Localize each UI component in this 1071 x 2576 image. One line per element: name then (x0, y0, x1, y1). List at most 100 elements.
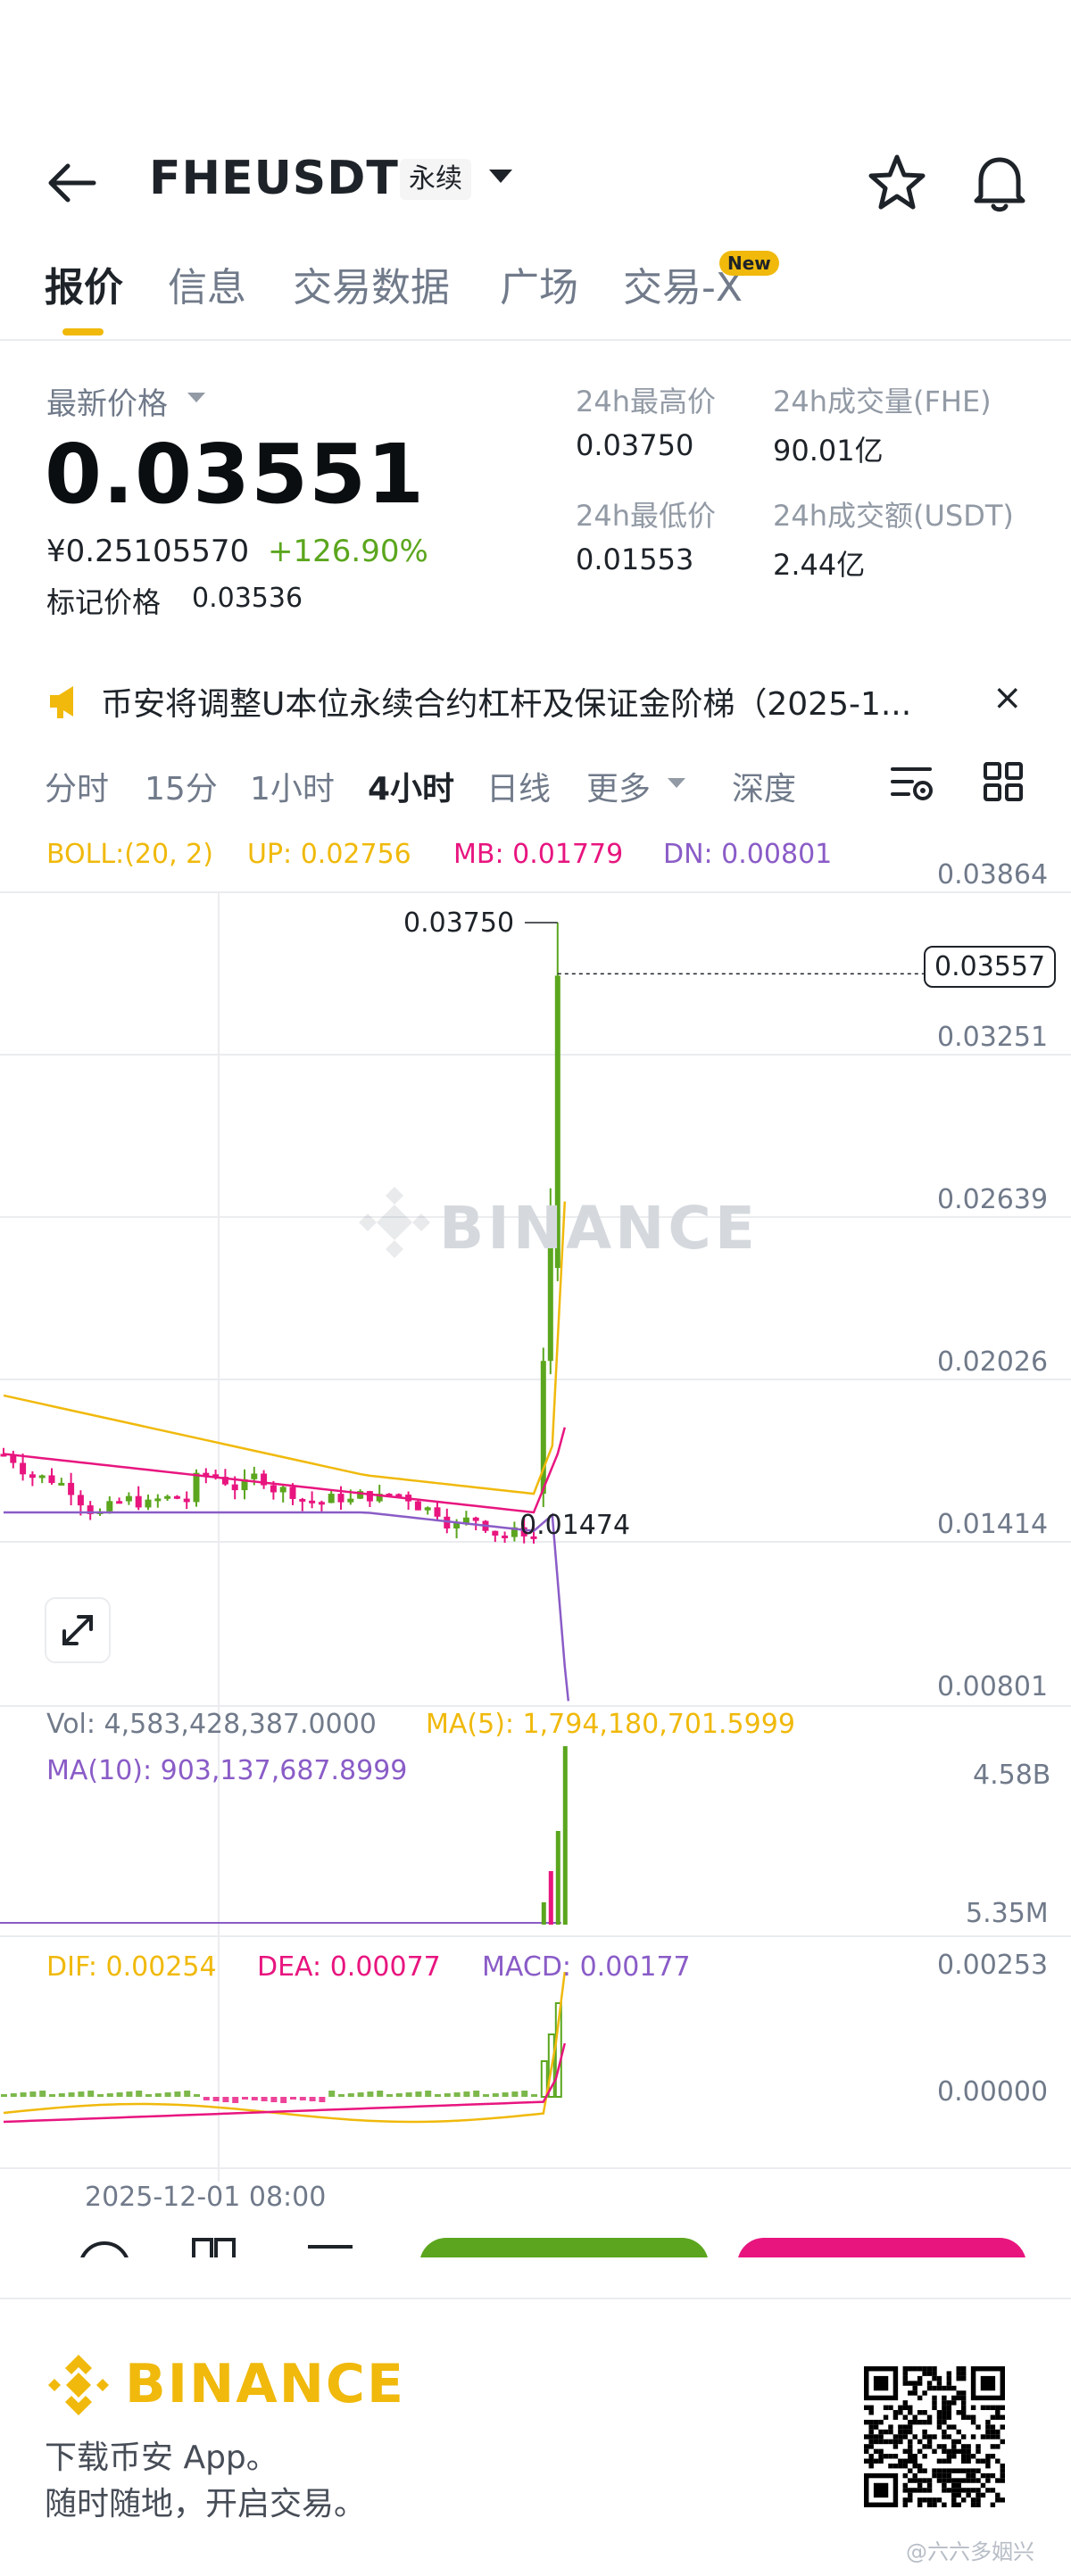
qr-module (990, 2444, 996, 2449)
macd-histogram-bar (164, 2092, 171, 2097)
qr-module (908, 2429, 913, 2435)
qr-module (902, 2502, 909, 2507)
qr-module (976, 2468, 981, 2473)
qr-module (951, 2454, 957, 2459)
macd-histogram-bar (174, 2091, 181, 2097)
macd-dea: DEA: 0.00077 (257, 1951, 441, 1983)
qr-module (878, 2434, 884, 2439)
grid-layout-icon[interactable] (982, 760, 1025, 803)
buy-button[interactable] (419, 2238, 709, 2257)
qr-module (960, 2400, 967, 2406)
qr-module (888, 2424, 893, 2430)
bell-icon[interactable] (968, 150, 1031, 214)
symbol-title[interactable]: FHEUSDT (149, 152, 399, 205)
interval-line[interactable]: 分时 (45, 771, 110, 808)
tab-quote[interactable]: 报价 (45, 265, 123, 311)
qr-module (951, 2424, 957, 2430)
watermark-text: BINANCE (439, 1194, 759, 1263)
macd-histogram-bar (145, 2094, 152, 2097)
interval-1h[interactable]: 1小时 (250, 771, 335, 808)
qr-module (985, 2434, 991, 2439)
clipped-icon[interactable] (192, 2238, 213, 2257)
qr-module (926, 2482, 933, 2489)
qr-module (908, 2478, 913, 2483)
qr-module (980, 2375, 996, 2391)
star-icon[interactable] (866, 152, 928, 214)
expand-icon (62, 1615, 93, 1645)
qr-module (883, 2414, 889, 2420)
qr-module (951, 2478, 957, 2483)
qr-module (976, 2458, 981, 2464)
macd-histogram-bar (319, 2097, 326, 2102)
candle-body (540, 1361, 546, 1495)
announcement-text[interactable]: 币安将调整U本位永续合约杠杆及保证金阶梯（2025-1... (101, 686, 912, 723)
latest-price-label[interactable]: 最新价格 (46, 386, 168, 422)
qr-module (942, 2434, 947, 2439)
qr-module (942, 2410, 947, 2415)
macd-histogram-bar (58, 2093, 65, 2097)
qr-module (912, 2434, 917, 2439)
fullscreen-button[interactable] (45, 1597, 111, 1663)
tab-square[interactable]: 广场 (500, 265, 578, 311)
interval-1d[interactable]: 日线 (486, 771, 552, 808)
qr-module (942, 2429, 947, 2435)
tab-trading-data[interactable]: 交易数据 (293, 265, 450, 311)
qr-module (960, 2410, 967, 2415)
close-icon[interactable]: × (992, 677, 1023, 718)
qr-module (946, 2488, 952, 2493)
qr-module (902, 2371, 909, 2376)
qr-module (990, 2429, 996, 2435)
tab-trade-x[interactable]: 交易-X (623, 265, 743, 311)
indicator-settings-icon[interactable] (889, 760, 935, 807)
back-arrow-icon[interactable] (45, 161, 98, 205)
qr-module (864, 2448, 869, 2455)
qr-module (873, 2439, 879, 2445)
qr-module (956, 2448, 961, 2455)
qr-module (990, 2424, 996, 2430)
interval-more[interactable]: 更多 (586, 771, 652, 808)
clipped-icon[interactable] (79, 2241, 130, 2257)
turnover-value: 2.44亿 (773, 548, 866, 582)
tab-info[interactable]: 信息 (168, 265, 246, 311)
tab-bar: 报价 信息 交易数据 广场 交易-X New (0, 241, 1071, 341)
macd-histogram-bar (377, 2091, 384, 2097)
qr-module (902, 2405, 909, 2411)
qr-code-icon[interactable] (864, 2366, 1005, 2507)
candle-body (520, 1527, 527, 1536)
qr-module (932, 2497, 937, 2503)
qr-module (868, 2439, 874, 2445)
qr-module (960, 2454, 967, 2459)
clipped-icon[interactable] (308, 2245, 353, 2249)
qr-module (912, 2472, 917, 2479)
clipped-icon[interactable] (214, 2238, 236, 2257)
candle-body (87, 1505, 94, 1514)
caret-down-icon[interactable] (187, 393, 205, 402)
bottom-action-bar (0, 2231, 1071, 2257)
interval-15m[interactable]: 15分 (145, 771, 218, 808)
qr-module (902, 2381, 909, 2386)
more-caret-icon[interactable] (668, 778, 685, 788)
qr-module (932, 2468, 937, 2473)
interval-4h[interactable]: 4小时 (368, 771, 455, 808)
announcement-bar[interactable]: 币安将调整U本位永续合约杠杆及保证金阶梯（2025-1... × (0, 665, 1071, 736)
qr-module (912, 2381, 917, 2386)
chevron-down-icon[interactable] (489, 170, 512, 183)
qr-module (932, 2434, 937, 2439)
chart-area[interactable]: 0.03864 0.03251 0.02639 0.02026 0.01414 … (0, 830, 1071, 2213)
sell-button[interactable] (737, 2238, 1026, 2257)
qr-module (942, 2414, 947, 2420)
candle-body (347, 1498, 354, 1503)
qr-module (942, 2502, 947, 2507)
qr-module (995, 2429, 1000, 2435)
qr-module (980, 2458, 986, 2464)
qr-module (951, 2497, 957, 2503)
candlestick-chart[interactable] (0, 830, 1071, 2182)
qr-module (960, 2434, 967, 2439)
qr-module (990, 2414, 996, 2420)
qr-module (917, 2381, 923, 2386)
qr-module (942, 2385, 947, 2391)
qr-module (926, 2419, 933, 2425)
qr-module (917, 2482, 923, 2489)
qr-module (926, 2497, 933, 2503)
interval-depth[interactable]: 深度 (732, 771, 797, 808)
